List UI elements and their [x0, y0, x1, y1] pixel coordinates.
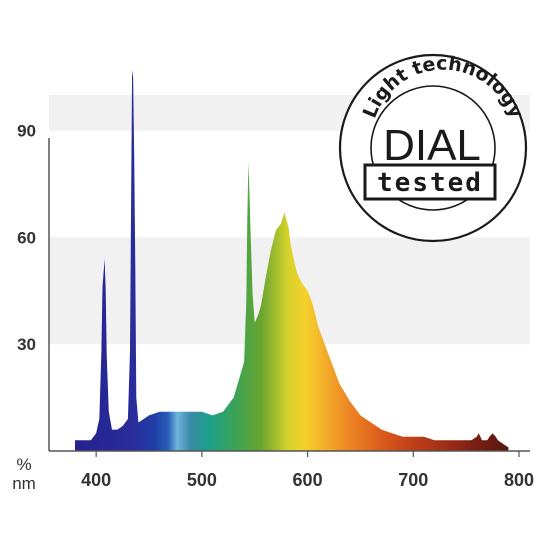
- dial-tested-stamp: Light technology DIAL tested: [338, 53, 528, 243]
- x-tick-label: 500: [187, 470, 217, 490]
- y-axis-label: %: [16, 455, 31, 474]
- y-ticks: 30 60 90: [17, 122, 36, 355]
- stamp-tested-box: [363, 163, 497, 201]
- spectrum-area: [75, 70, 509, 451]
- x-tick-label: 700: [398, 470, 428, 490]
- stamp-inner-ring: [370, 85, 496, 211]
- y-tick-label: 60: [17, 228, 36, 247]
- y-tick-label: 30: [17, 335, 36, 354]
- x-ticks: 400 500 600 700 800: [81, 451, 534, 490]
- y-tick-label: 90: [17, 122, 36, 141]
- stamp-main-text: DIAL: [383, 121, 481, 170]
- x-tick-label: 800: [504, 470, 534, 490]
- x-tick-label: 600: [293, 470, 323, 490]
- stamp-sub-text: tested: [377, 168, 483, 198]
- x-axis-label: nm: [12, 474, 36, 493]
- x-tick-label: 400: [81, 470, 111, 490]
